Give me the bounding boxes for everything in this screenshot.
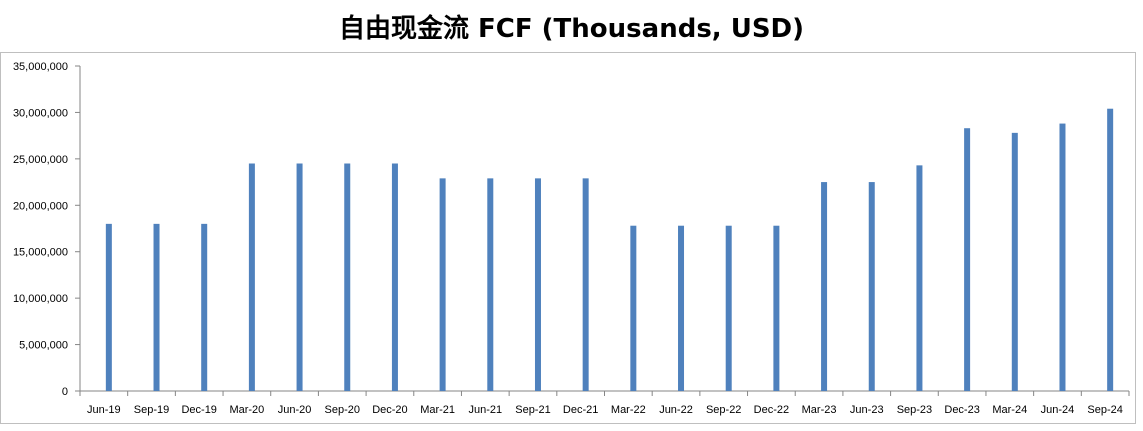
x-tick-label: Sep-23 xyxy=(897,404,932,416)
bar xyxy=(821,182,828,391)
x-tick-label: Dec-20 xyxy=(372,404,407,416)
x-tick-label: Sep-21 xyxy=(515,404,550,416)
bar xyxy=(630,225,637,391)
chart-title: 自由现金流 FCF (Thousands, USD) xyxy=(338,14,805,44)
bar xyxy=(916,165,923,391)
x-tick-label: Sep-20 xyxy=(325,404,360,416)
x-tick-label: Mar-24 xyxy=(992,404,1027,416)
bar xyxy=(773,225,780,391)
y-tick-label: 25,000,000 xyxy=(13,154,68,166)
bar xyxy=(391,163,398,391)
y-tick-label: 15,000,000 xyxy=(13,247,68,259)
x-tick-label: Jun-24 xyxy=(1041,404,1075,416)
bar xyxy=(296,163,303,391)
y-tick-label: 0 xyxy=(62,386,68,398)
x-tick-label: Dec-19 xyxy=(181,404,216,416)
y-tick-label: 5,000,000 xyxy=(19,340,68,352)
bar xyxy=(534,178,541,391)
bar xyxy=(964,128,971,391)
x-tick-label: Mar-23 xyxy=(802,404,837,416)
bar xyxy=(153,223,160,391)
bar xyxy=(868,182,875,391)
x-tick-label: Sep-24 xyxy=(1087,404,1122,416)
y-tick-label: 35,000,000 xyxy=(13,61,68,73)
x-tick-label: Jun-20 xyxy=(278,404,312,416)
x-tick-label: Dec-22 xyxy=(754,404,789,416)
bar xyxy=(105,223,112,391)
x-tick-label: Dec-21 xyxy=(563,404,598,416)
bar xyxy=(248,163,255,391)
x-tick-label: Jun-23 xyxy=(850,404,884,416)
y-tick-label: 30,000,000 xyxy=(13,107,68,119)
x-tick-label: Jun-21 xyxy=(468,404,502,416)
x-tick-label: Mar-21 xyxy=(420,404,455,416)
bar xyxy=(439,178,446,391)
bar xyxy=(725,225,732,391)
x-tick-label: Jun-22 xyxy=(659,404,693,416)
x-tick-label: Sep-19 xyxy=(134,404,169,416)
bar xyxy=(678,225,685,391)
bar xyxy=(487,178,494,391)
x-tick-label: Sep-22 xyxy=(706,404,741,416)
x-tick-label: Mar-22 xyxy=(611,404,646,416)
bar xyxy=(1011,132,1018,391)
bar xyxy=(1059,123,1066,392)
x-tick-label: Jun-19 xyxy=(87,404,121,416)
bar xyxy=(582,178,589,391)
x-tick-label: Dec-23 xyxy=(944,404,979,416)
bar xyxy=(201,223,208,391)
y-tick-label: 20,000,000 xyxy=(13,200,68,212)
bar xyxy=(344,163,351,391)
x-tick-label: Mar-20 xyxy=(229,404,264,416)
chart-frame xyxy=(0,52,1136,424)
y-tick-label: 10,000,000 xyxy=(13,293,68,305)
bar xyxy=(1107,108,1114,391)
